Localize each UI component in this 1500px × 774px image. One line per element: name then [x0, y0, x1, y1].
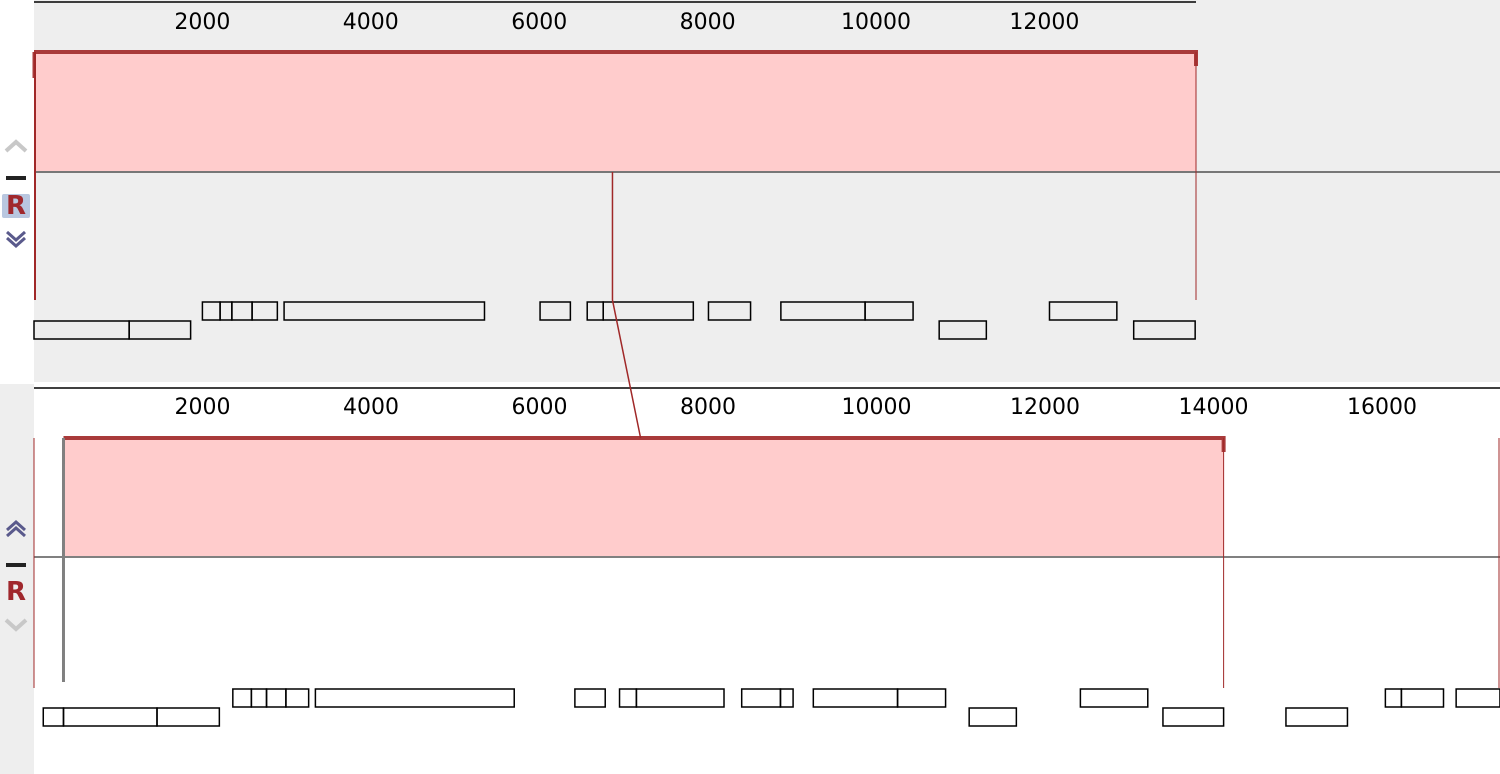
- panel-separator: [34, 384, 1500, 388]
- cds-feature[interactable]: [539, 301, 572, 321]
- chevron-down-icon[interactable]: [2, 226, 30, 250]
- genome-track-top[interactable]: 2000 4000 6000 8000 10000 12000: [0, 0, 1500, 384]
- ruler-tick-label: 4000: [343, 10, 399, 35]
- ruler-tick-label: 6000: [512, 395, 568, 420]
- ruler-tick-label: 2000: [175, 395, 231, 420]
- ruler-tick-label: 16000: [1347, 395, 1417, 420]
- cds-feature[interactable]: [864, 301, 914, 321]
- cds-feature[interactable]: [602, 301, 695, 321]
- ruler-tick-label: 2000: [174, 10, 230, 35]
- ruler-tick-label: 14000: [1179, 395, 1249, 420]
- cds-feature[interactable]: [779, 688, 794, 708]
- cds-feature[interactable]: [1162, 707, 1225, 727]
- cds-feature[interactable]: [1400, 688, 1445, 708]
- cds-feature[interactable]: [156, 707, 221, 727]
- cds-feature[interactable]: [707, 301, 752, 321]
- cds-feature[interactable]: [968, 707, 1018, 727]
- ruler-tick-label: 4000: [343, 395, 399, 420]
- cds-feature[interactable]: [285, 688, 310, 708]
- control-strip-top: R: [0, 0, 34, 384]
- cds-feature[interactable]: [635, 688, 725, 708]
- control-background: [0, 384, 34, 774]
- minus-icon[interactable]: [2, 165, 30, 189]
- ruler-tick-label: 12000: [1009, 10, 1079, 35]
- ruler-tick-label: 8000: [680, 395, 736, 420]
- chevron-up-icon[interactable]: [2, 134, 30, 158]
- ruler-tick-label: 10000: [841, 10, 911, 35]
- genome-panel-top: 2000 4000 6000 8000 10000 12000 R: [0, 0, 1500, 384]
- control-background: [0, 0, 34, 382]
- reference-button-top[interactable]: R: [2, 193, 30, 219]
- minus-icon[interactable]: [2, 552, 30, 576]
- ruler-tick-label: 8000: [680, 10, 736, 35]
- cds-feature[interactable]: [1132, 320, 1196, 340]
- cds-feature[interactable]: [574, 688, 606, 708]
- cds-feature[interactable]: [1079, 688, 1149, 708]
- cds-feature[interactable]: [128, 320, 192, 340]
- lcb-block[interactable]: [63, 438, 1224, 556]
- cds-feature[interactable]: [938, 320, 988, 340]
- control-strip-bottom: R: [0, 384, 34, 774]
- cds-feature[interactable]: [1048, 301, 1118, 321]
- chevron-up-icon[interactable]: [2, 518, 30, 542]
- genome-panel-bottom: 2000 4000 6000 8000 10000 12000 14000 16000 R: [0, 384, 1500, 774]
- reference-button-bottom[interactable]: R: [5, 577, 27, 607]
- ruler-tick-label: 10000: [842, 395, 912, 420]
- ruler-tick-label: 6000: [511, 10, 567, 35]
- chevron-down-icon[interactable]: [2, 612, 30, 636]
- ruler-tick-label: 12000: [1010, 395, 1080, 420]
- cds-feature[interactable]: [1285, 707, 1349, 727]
- genome-track-bottom[interactable]: 2000 4000 6000 8000 10000 12000 14000 16000: [0, 384, 1500, 774]
- cds-feature[interactable]: [896, 688, 947, 708]
- cds-feature[interactable]: [251, 301, 279, 321]
- lcb-block[interactable]: [34, 52, 1196, 171]
- cds-feature[interactable]: [283, 301, 486, 321]
- cds-feature[interactable]: [314, 688, 515, 708]
